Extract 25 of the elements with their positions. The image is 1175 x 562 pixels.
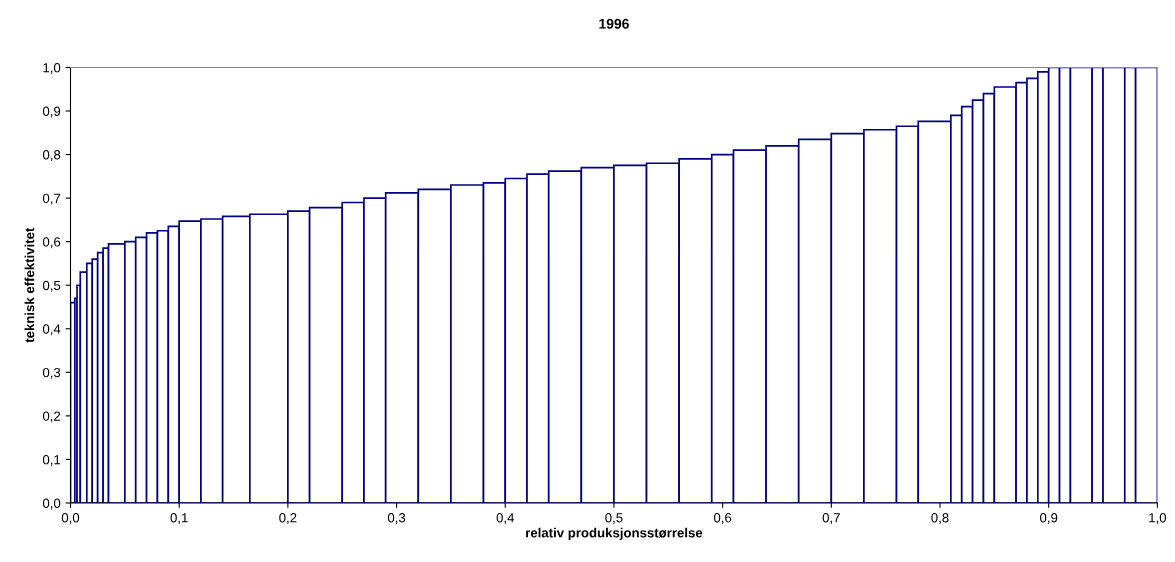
x-tick-label: 0,2 xyxy=(279,513,297,524)
y-tick-label: 0,7 xyxy=(42,193,61,205)
x-tick-label: 0,6 xyxy=(713,513,732,524)
x-tick-label: 0,9 xyxy=(1040,513,1058,524)
y-tick-label: 0,1 xyxy=(42,455,61,466)
x-axis-title: relativ produksjonsstørrelse xyxy=(526,527,703,541)
x-tick-label: 0,8 xyxy=(931,513,949,524)
x-tick-label: 0,4 xyxy=(496,513,515,524)
y-tick-label: 0,0 xyxy=(42,498,61,510)
x-tick-label: 0,3 xyxy=(387,513,406,524)
x-tick-label: 0,0 xyxy=(61,513,80,524)
x-tick-label: 0,1 xyxy=(170,513,188,524)
chart-title: 1996 xyxy=(599,18,629,29)
y-tick-label: 0,3 xyxy=(42,367,61,379)
x-tick-label: 1,0 xyxy=(1149,513,1167,524)
y-tick-label: 0,5 xyxy=(42,280,61,292)
x-tick-label: 0,7 xyxy=(822,513,840,524)
y-tick-label: 0,2 xyxy=(42,411,61,423)
y-tick-label: 0,9 xyxy=(42,106,61,118)
y-axis-title: teknisk effektivitet xyxy=(24,227,35,343)
y-tick-label: 1,0 xyxy=(43,63,61,74)
y-tick-label: 0,8 xyxy=(42,150,61,162)
y-tick-label: 0,6 xyxy=(42,237,61,249)
x-tick-label: 0,5 xyxy=(605,513,623,524)
y-tick-label: 0,4 xyxy=(42,324,61,336)
